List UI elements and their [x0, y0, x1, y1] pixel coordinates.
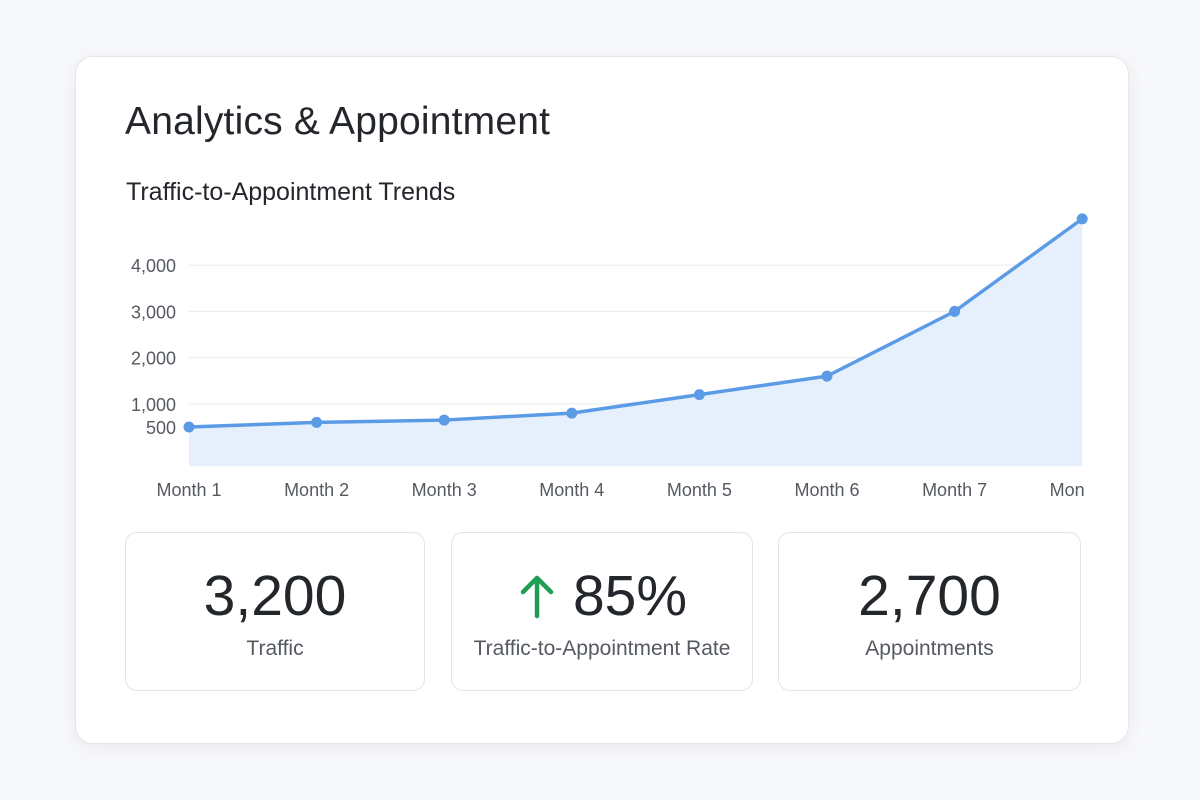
x-tick-label: Month 4: [539, 480, 604, 500]
x-tick-label: Month 5: [667, 480, 732, 500]
traffic-value: 3,200: [203, 564, 347, 628]
data-point: [1076, 213, 1088, 225]
stat-card-traffic: 3,200 Traffic: [125, 532, 425, 691]
y-tick-label: 500: [146, 418, 176, 438]
x-tick-label: Month 1: [156, 480, 221, 500]
data-point: [566, 407, 578, 419]
trend-chart: 500 1,000 2,000 3,000 4,000 Month 1 Month 2 Mon…: [131, 213, 1100, 500]
rate-value: 85%: [572, 564, 688, 628]
page-title: Analytics & Appointment: [125, 100, 551, 143]
data-point: [183, 421, 195, 433]
data-point: [311, 416, 323, 428]
chart-title: Traffic-to-Appointment Trends: [126, 178, 456, 206]
data-point: [438, 414, 450, 426]
y-tick-label: 1,000: [131, 395, 176, 415]
appointments-value: 2,700: [858, 564, 1001, 628]
x-tick-label: Month 8: [1050, 480, 1100, 500]
data-point: [949, 305, 961, 317]
x-tick-label: Month 7: [922, 480, 987, 500]
stat-card-appointments: 2,700 Appointments: [778, 532, 1081, 691]
y-tick-label: 4,000: [131, 256, 176, 276]
traffic-label: Traffic: [246, 637, 304, 660]
stat-card-rate: 85% Traffic-to-Appointment Rate: [451, 532, 753, 691]
rate-label: Traffic-to-Appointment Rate: [473, 637, 731, 660]
x-tick-label: Month 6: [794, 480, 859, 500]
y-tick-label: 3,000: [131, 302, 176, 322]
appointments-label: Appointments: [865, 637, 994, 660]
x-tick-label: Month 3: [412, 480, 477, 500]
y-tick-label: 2,000: [131, 349, 176, 369]
data-point: [693, 389, 705, 401]
data-point: [821, 370, 833, 382]
x-tick-label: Month 2: [284, 480, 349, 500]
area-fill: [189, 218, 1083, 466]
rate-value-row: 85%: [452, 563, 752, 629]
arrow-up-icon: [520, 575, 554, 619]
series-line: [188, 217, 1084, 429]
